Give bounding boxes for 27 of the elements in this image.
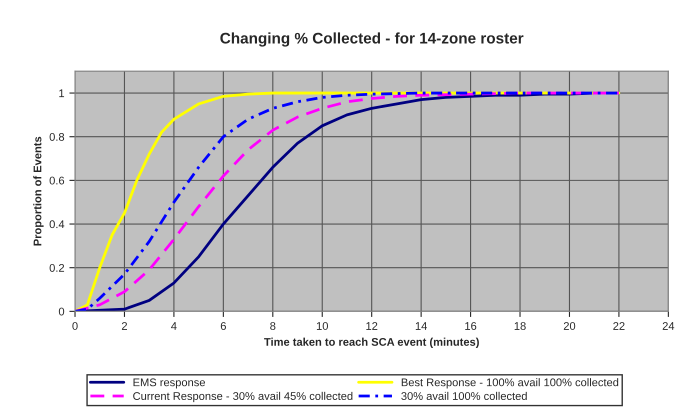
y-axis-title: Proportion of Events <box>33 136 44 246</box>
line-series <box>75 92 620 312</box>
chart-title: Changing % Collected - for 14-zone roster <box>220 32 524 47</box>
y-tick-label: 1 <box>59 89 64 98</box>
x-tick-label: 6 <box>220 322 226 330</box>
y-tick-label: 0.8 <box>50 132 64 141</box>
x-tick-label: 18 <box>514 322 526 330</box>
x-tick-label: 2 <box>122 322 127 330</box>
x-tick-label: 14 <box>416 322 427 330</box>
x-axis-title: Time taken to reach SCA event (minutes) <box>264 338 479 348</box>
x-tick-label: 4 <box>171 322 177 330</box>
x-tick-label: 20 <box>564 322 576 330</box>
y-tick-label: 0.4 <box>50 220 64 228</box>
x-tick-label: 10 <box>316 322 328 330</box>
x-tick-label: 8 <box>270 322 276 330</box>
legend-label: 30% avail 100% collected <box>401 392 527 400</box>
legend-label: EMS response <box>134 378 205 388</box>
x-tick-label: 16 <box>465 322 476 330</box>
legend-label: Best Response - 100% avail 100% collected <box>402 378 618 388</box>
x-tick-label: 12 <box>366 322 378 330</box>
x-tick-label: 22 <box>613 322 625 330</box>
y-tick-label: 0 <box>58 308 64 316</box>
y-tick-label: 0.6 <box>50 176 64 185</box>
legend-label: Current Response - 30% avail 45% collected <box>133 392 352 402</box>
x-tick-label: 0 <box>72 322 78 330</box>
x-tick-label: 24 <box>662 322 674 330</box>
y-tick-label: 0.2 <box>50 264 64 272</box>
